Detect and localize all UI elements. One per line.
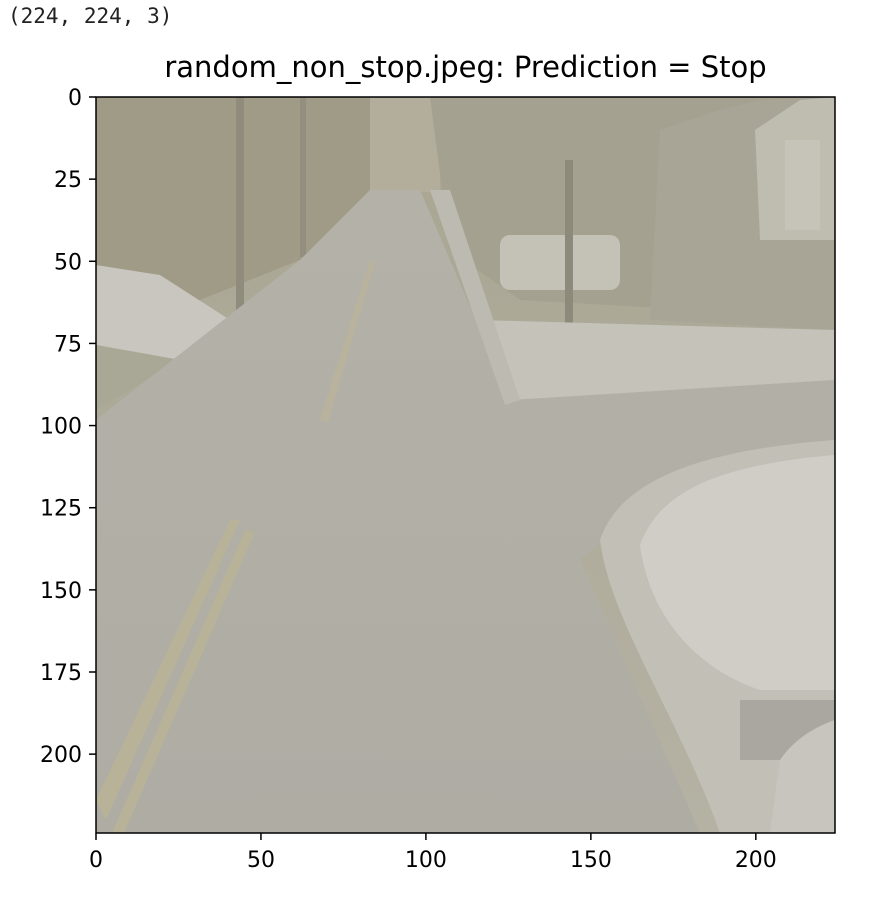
y-tick-label: 100 [40, 415, 82, 440]
y-tick-label: 75 [54, 332, 82, 357]
x-tick-label: 100 [405, 848, 447, 873]
y-axis: 0 25 50 75 100 125 150 175 200 [40, 86, 96, 768]
x-tick-label: 200 [735, 848, 777, 873]
y-tick-label: 0 [68, 86, 82, 111]
x-tick-label: 150 [570, 848, 612, 873]
y-tick-label: 175 [40, 661, 82, 686]
y-tick-label: 125 [40, 497, 82, 522]
y-tick-label: 25 [54, 168, 82, 193]
x-tick-label: 50 [247, 848, 275, 873]
y-tick-label: 150 [40, 579, 82, 604]
y-tick-label: 200 [40, 743, 82, 768]
axes-frame [95, 96, 836, 834]
plot-title: random_non_stop.jpeg: Prediction = Stop [164, 50, 767, 84]
photo-image [96, 97, 835, 833]
cell-output-shape: (224, 224, 3) [8, 4, 173, 28]
x-tick-label: 0 [89, 848, 103, 873]
x-axis: 0 50 100 150 200 [89, 833, 777, 873]
y-tick-label: 50 [54, 250, 82, 275]
